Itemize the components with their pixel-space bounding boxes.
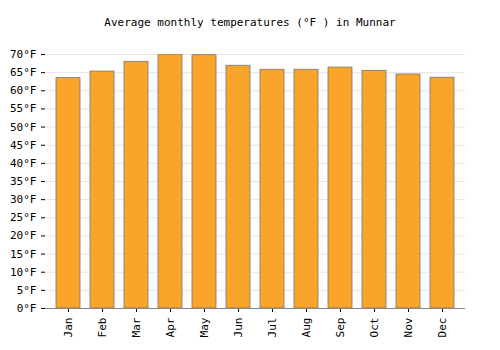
svg-text:Jan: Jan xyxy=(62,318,75,338)
svg-text:45°F: 45°F xyxy=(10,139,37,152)
svg-text:Apr: Apr xyxy=(164,317,177,337)
svg-text:5°F: 5°F xyxy=(17,284,37,297)
svg-text:Jul: Jul xyxy=(266,318,279,338)
svg-text:Oct: Oct xyxy=(368,318,381,338)
svg-text:Mar: Mar xyxy=(130,317,143,337)
svg-text:May: May xyxy=(198,317,211,337)
svg-text:25°F: 25°F xyxy=(10,211,37,224)
svg-text:10°F: 10°F xyxy=(10,266,37,279)
svg-text:0°F: 0°F xyxy=(17,302,37,315)
svg-text:50°F: 50°F xyxy=(10,121,37,134)
svg-text:55°F: 55°F xyxy=(10,102,37,115)
svg-text:60°F: 60°F xyxy=(10,84,37,97)
svg-text:70°F: 70°F xyxy=(10,48,37,61)
svg-text:35°F: 35°F xyxy=(10,175,37,188)
svg-text:Sep: Sep xyxy=(334,318,347,338)
svg-text:40°F: 40°F xyxy=(10,157,37,170)
html-text:Average monthly temperatures (: Average monthly temperatures (°F ) in Mu… xyxy=(104,16,396,29)
svg-text:20°F: 20°F xyxy=(10,229,37,242)
svg-text:Jun: Jun xyxy=(232,318,245,338)
svg-text:Feb: Feb xyxy=(96,318,109,338)
svg-text:Aug: Aug xyxy=(300,318,313,338)
svg-text:65°F: 65°F xyxy=(10,66,37,79)
svg-text:30°F: 30°F xyxy=(10,193,37,206)
svg-text:Dec: Dec xyxy=(436,318,449,338)
svg-text:15°F: 15°F xyxy=(10,248,37,261)
svg-text:Nov: Nov xyxy=(402,317,415,337)
